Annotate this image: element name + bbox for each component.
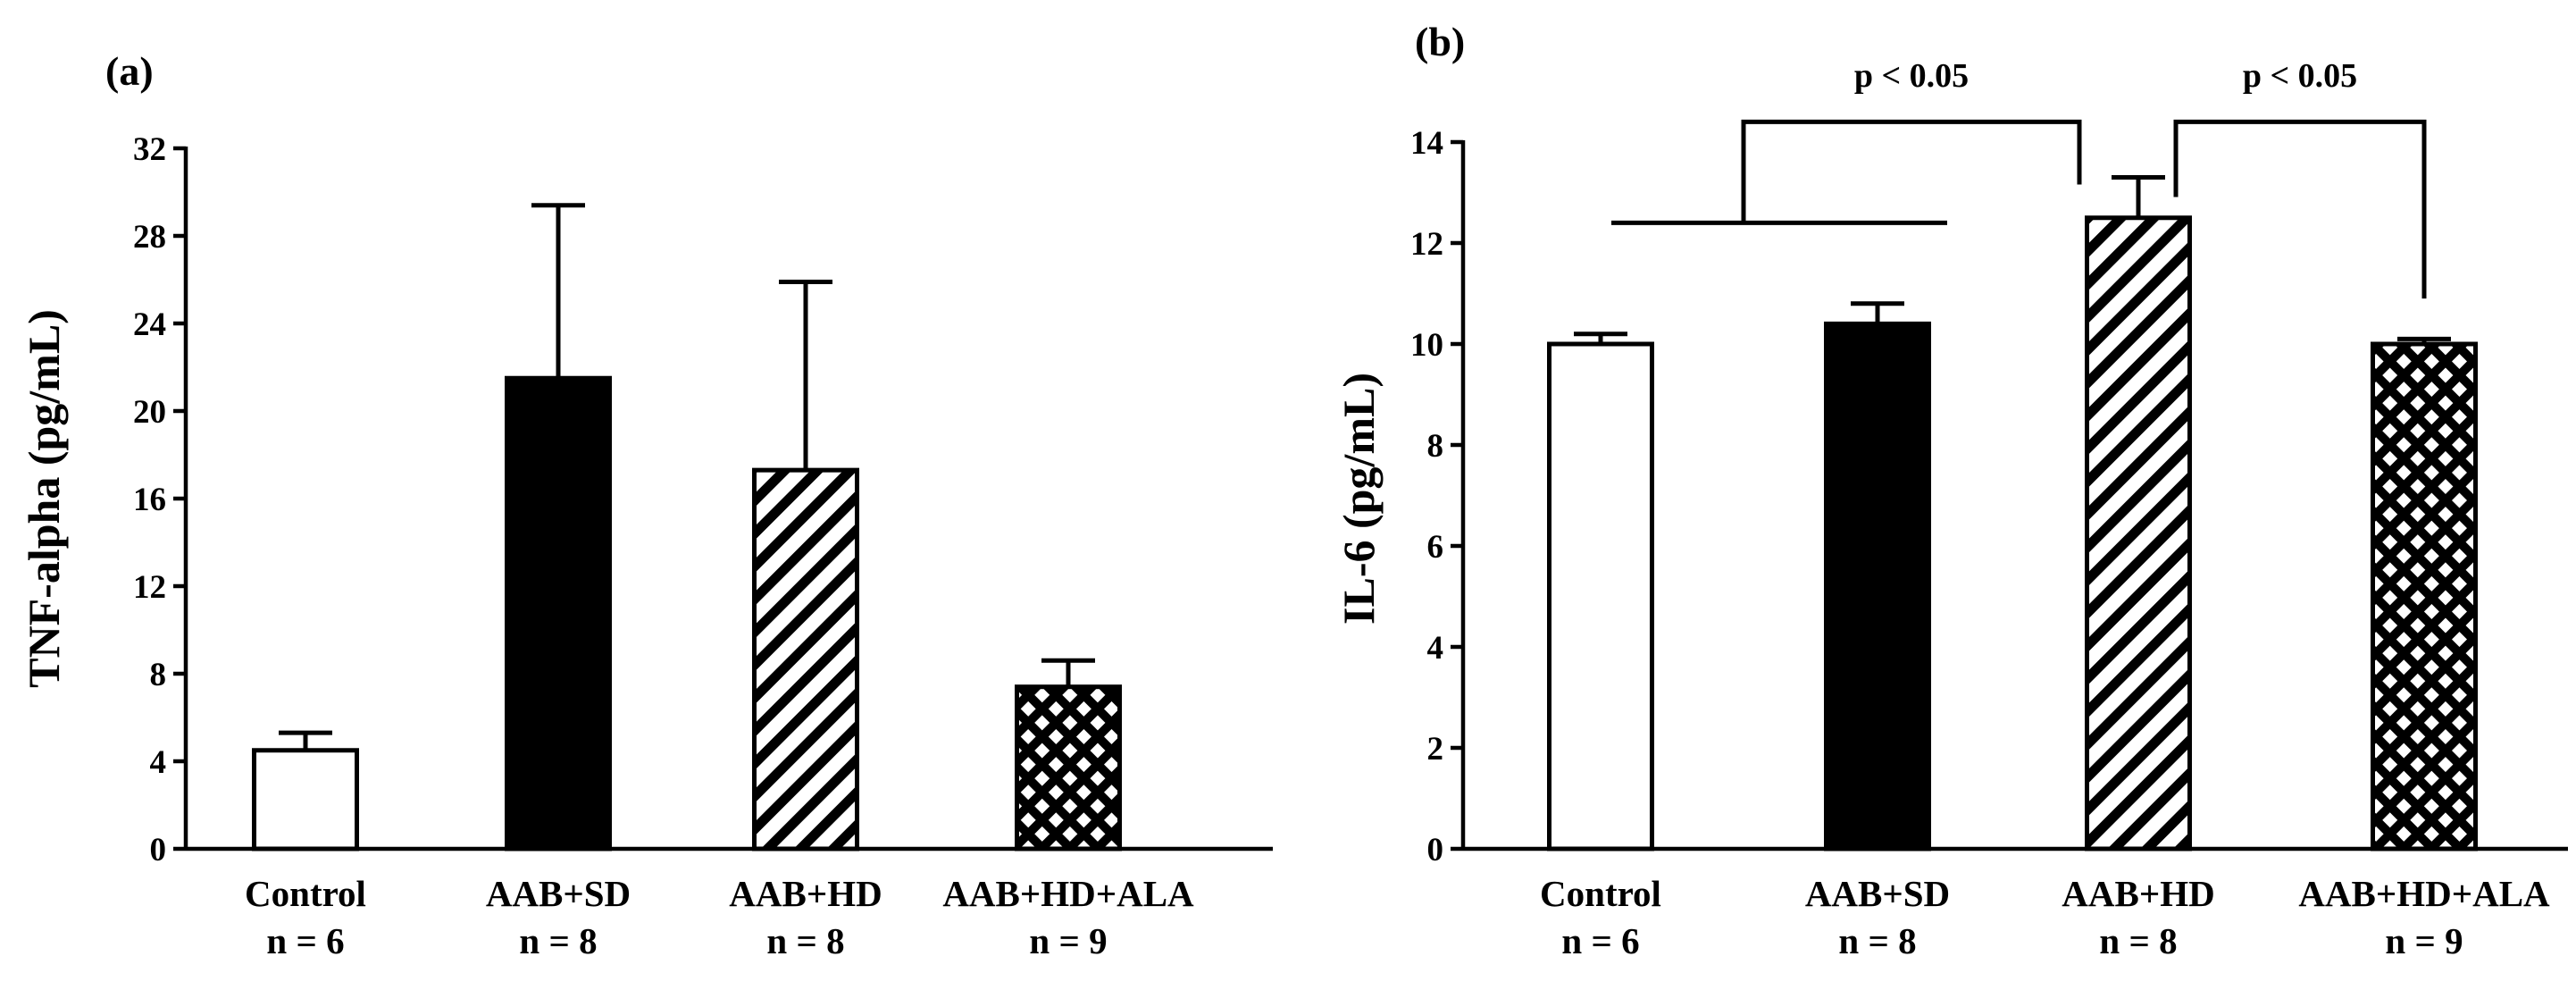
panel-label: (b): [1415, 19, 1465, 64]
x-n-label: n = 9: [2385, 920, 2463, 961]
y-tick-label: 24: [133, 306, 166, 343]
panel-b-chart: (b) 0 2 4 6 8 10 12 14 IL-6 (pg/mL) Control n = 6 AA…: [1334, 19, 2568, 961]
x-category-label: AAB+HD: [729, 873, 882, 914]
x-n-label: n = 6: [266, 920, 344, 961]
y-tick-label: 10: [1410, 327, 1443, 364]
y-tick-label: 8: [1427, 428, 1444, 465]
y-tick-label: 14: [1410, 125, 1443, 162]
x-n-label: n = 8: [519, 920, 597, 961]
x-category-label: AAB+SD: [486, 873, 631, 914]
x-category-label: Control: [245, 873, 366, 914]
y-tick-label: 4: [150, 744, 167, 781]
x-category-label: AAB+HD+ALA: [2298, 873, 2550, 914]
y-tick-label: 12: [133, 569, 166, 606]
y-tick-label: 28: [133, 219, 166, 256]
x-n-label: n = 9: [1029, 920, 1107, 961]
significance-label: p < 0.05: [1854, 57, 1969, 95]
panel-label: (a): [105, 48, 154, 94]
bar: [1547, 341, 1654, 852]
x-n-label: n = 8: [766, 920, 844, 961]
bar: [2371, 341, 2478, 852]
bar: [252, 748, 359, 852]
x-n-label: n = 8: [1838, 920, 1916, 961]
y-tick-label: 12: [1410, 226, 1443, 263]
y-tick-label: 32: [133, 131, 166, 168]
y-tick-label: 0: [1427, 832, 1444, 868]
y-tick-label: 0: [150, 832, 167, 868]
y-axis-label: IL-6 (pg/mL): [1334, 373, 1384, 625]
bar: [2085, 215, 2192, 852]
significance-bracket: [1741, 119, 2082, 223]
y-tick-label: 6: [1427, 529, 1444, 566]
y-tick-label: 2: [1427, 731, 1444, 768]
y-axis-label: TNF-alpha (pg/mL): [19, 309, 69, 688]
bar: [1824, 321, 1931, 852]
x-category-label: Control: [1540, 873, 1661, 914]
x-n-label: n = 6: [1561, 920, 1639, 961]
significance-label: p < 0.05: [2243, 57, 2357, 95]
x-category-label: AAB+SD: [1805, 873, 1950, 914]
y-tick-label: 4: [1427, 630, 1444, 667]
x-category-label: AAB+HD: [2062, 873, 2214, 914]
y-tick-label: 8: [150, 657, 167, 693]
x-n-label: n = 8: [2099, 920, 2177, 961]
x-category-label: AAB+HD+ALA: [942, 873, 1194, 914]
y-tick-label: 16: [133, 482, 166, 518]
bar: [752, 467, 859, 852]
bar: [505, 375, 612, 852]
y-tick-label: 20: [133, 394, 166, 431]
panel-a-chart: (a) 0 4 8 12 16 20 24 28 32 TNF-alpha (pg/mL) Contr…: [19, 48, 1273, 961]
bar: [1015, 684, 1122, 852]
significance-bracket: [2173, 119, 2427, 299]
